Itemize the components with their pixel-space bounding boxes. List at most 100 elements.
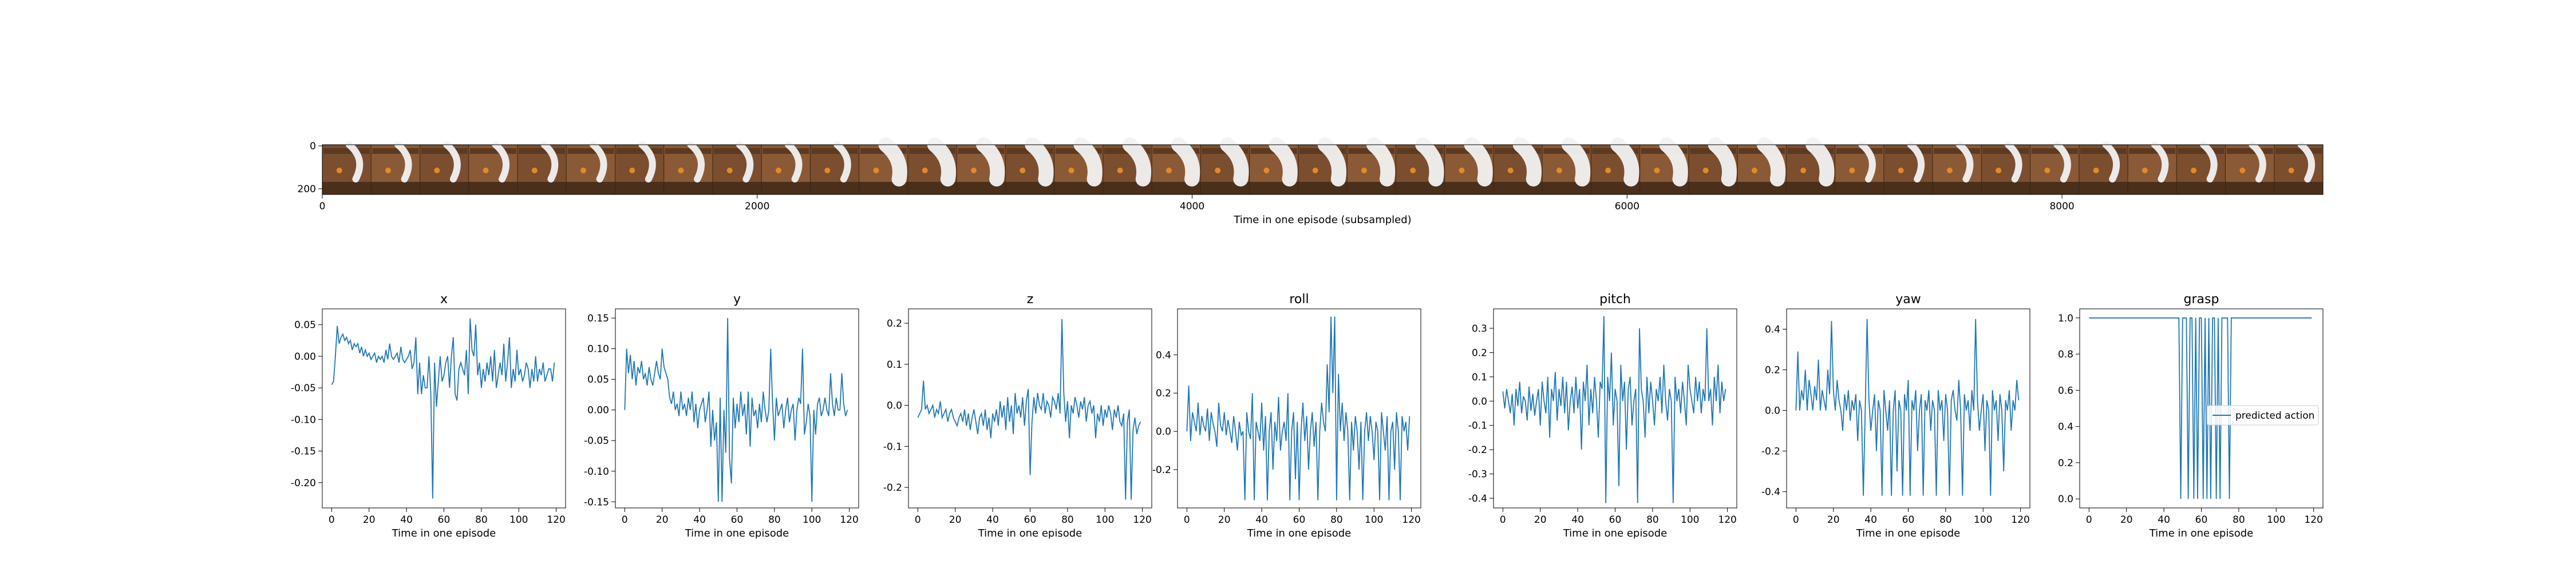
- filmstrip-frame: [322, 141, 372, 194]
- x-tick-label: 120: [547, 514, 565, 526]
- x-tick-label: 60: [1902, 514, 1915, 526]
- filmstrip-frame: [2176, 141, 2226, 194]
- x-tick-label: 100: [803, 514, 821, 526]
- series-line: [331, 318, 555, 499]
- chart-roll: roll 0 20 40 60 80 100 120 0.4 0.2 0.0 -0.2 Time in …: [1152, 292, 1421, 539]
- filmstrip-y-tick-label: 200: [298, 184, 316, 195]
- x-axis-label: Time in one episode: [2149, 527, 2254, 539]
- x-tick-label: 100: [1974, 514, 1992, 526]
- y-tick-label: 0.2: [1472, 347, 1487, 359]
- filmstrip-frame: [1932, 141, 1982, 194]
- y-tick-label: 0.00: [587, 405, 609, 416]
- filmstrip-frame: [1298, 137, 1348, 194]
- filmstrip-frame: [2127, 141, 2177, 194]
- filmstrip-frame: [1200, 137, 1250, 194]
- y-tick-label: 0.6: [2058, 385, 2073, 396]
- x-tick-label: 20: [656, 514, 669, 526]
- filmstrip-frame: [859, 137, 908, 194]
- filmstrip-frame: [1688, 137, 1738, 194]
- chart-title: yaw: [1895, 292, 1921, 307]
- filmstrip-xlabel: Time in one episode (subsampled): [1233, 214, 1411, 226]
- filmstrip-frame: [1639, 137, 1689, 194]
- y-tick-label: 0.4: [2058, 422, 2073, 433]
- filmstrip-frame: [2079, 141, 2128, 194]
- filmstrip-frame: [907, 137, 957, 194]
- x-tick-label: 120: [1402, 514, 1420, 526]
- filmstrip-frame: [1395, 137, 1445, 194]
- x-tick-label: 20: [2120, 514, 2133, 526]
- x-tick-label: 20: [363, 514, 376, 526]
- filmstrip-frame: [2225, 141, 2274, 194]
- filmstrip-frame: [761, 141, 811, 194]
- filmstrip-frame: [517, 141, 567, 194]
- series-line: [1502, 316, 1726, 503]
- x-tick-label: 80: [1061, 514, 1074, 526]
- y-tick-label: -0.2: [1152, 464, 1171, 476]
- x-axis-label: Time in one episode: [392, 527, 496, 539]
- x-tick-label: 40: [986, 514, 999, 526]
- filmstrip-frame: [663, 141, 713, 194]
- x-tick-label: 0: [1793, 514, 1799, 526]
- y-tick-label: 0.0: [2058, 494, 2073, 505]
- filmstrip-frames: [322, 137, 2323, 194]
- filmstrip-frame: [2274, 141, 2323, 194]
- y-tick-label: -0.1: [1468, 420, 1487, 432]
- legend: predicted action: [2206, 405, 2319, 426]
- filmstrip-frame: [566, 141, 615, 194]
- series-line: [917, 319, 1141, 500]
- filmstrip-frame: [419, 141, 469, 194]
- filmstrip-frame: [809, 141, 859, 194]
- y-tick-label: 0.0: [887, 400, 902, 412]
- y-tick-label: 0.15: [587, 313, 609, 324]
- chart-yaw: yaw 0 20 40 60 80 100 120 0.4 0.2 0.0 -0.2 -0.4 Time …: [1761, 292, 2030, 539]
- x-tick-label: 20: [1534, 514, 1547, 526]
- x-tick-label: 100: [1681, 514, 1699, 526]
- series-line: [2089, 317, 2312, 499]
- filmstrip-frame: [1590, 137, 1640, 194]
- y-tick-label: 0.2: [887, 318, 902, 329]
- x-tick-label: 40: [1864, 514, 1877, 526]
- y-tick-label: 0.1: [887, 359, 902, 371]
- x-tick-label: 20: [949, 514, 962, 526]
- filmstrip-frame: [1883, 141, 1933, 194]
- x-tick-label: 100: [1096, 514, 1114, 526]
- y-tick-label: 0.2: [1765, 365, 1780, 376]
- x-tick-label: 100: [1365, 514, 1383, 526]
- filmstrip-frame: [1835, 141, 1884, 194]
- y-tick-label: 0.0: [1472, 396, 1487, 407]
- x-tick-label: 0: [622, 514, 628, 526]
- x-axis-label: Time in one episode: [685, 527, 789, 539]
- series-line: [624, 318, 848, 502]
- x-axis-label: Time in one episode: [1563, 527, 1668, 539]
- y-tick-label: 0.1: [1472, 372, 1487, 383]
- x-tick-label: 120: [2011, 514, 2029, 526]
- y-tick-label: 0.2: [2058, 458, 2073, 469]
- x-tick-label: 80: [475, 514, 488, 526]
- filmstrip-frame: [370, 141, 420, 194]
- x-tick-label: 20: [1218, 514, 1231, 526]
- y-tick-label: -0.3: [1468, 469, 1487, 480]
- filmstrip-frame: [1054, 137, 1103, 194]
- chart-grasp: grasp 0 20 40 60 80 100 120 1.0 0.8 0.6 0.4 0.2 0.0 Ti…: [2058, 292, 2324, 539]
- chart-title: y: [733, 292, 741, 307]
- y-tick-label: -0.05: [291, 383, 316, 394]
- legend-label: predicted action: [2235, 410, 2314, 422]
- axes-frame: [322, 308, 566, 509]
- y-tick-label: -0.15: [584, 496, 609, 508]
- x-axis-label: Time in one episode: [978, 527, 1082, 539]
- axes-frame: [1177, 308, 1421, 509]
- y-tick-label: 0.0: [1765, 406, 1780, 417]
- filmstrip-frame: [1249, 137, 1298, 194]
- filmstrip-x-tick-label: 8000: [2049, 201, 2074, 212]
- x-tick-label: 120: [840, 514, 858, 526]
- x-tick-label: 40: [1571, 514, 1584, 526]
- y-tick-label: 0.2: [1156, 388, 1171, 399]
- filmstrip-frame: [1005, 137, 1054, 194]
- filmstrip-x-tick-label: 6000: [1615, 201, 1639, 212]
- filmstrip-frame: [1981, 141, 2030, 194]
- filmstrip-x-tick-label: 2000: [745, 201, 769, 212]
- x-tick-label: 20: [1827, 514, 1840, 526]
- filmstrip-x-tick-label: 4000: [1180, 201, 1204, 212]
